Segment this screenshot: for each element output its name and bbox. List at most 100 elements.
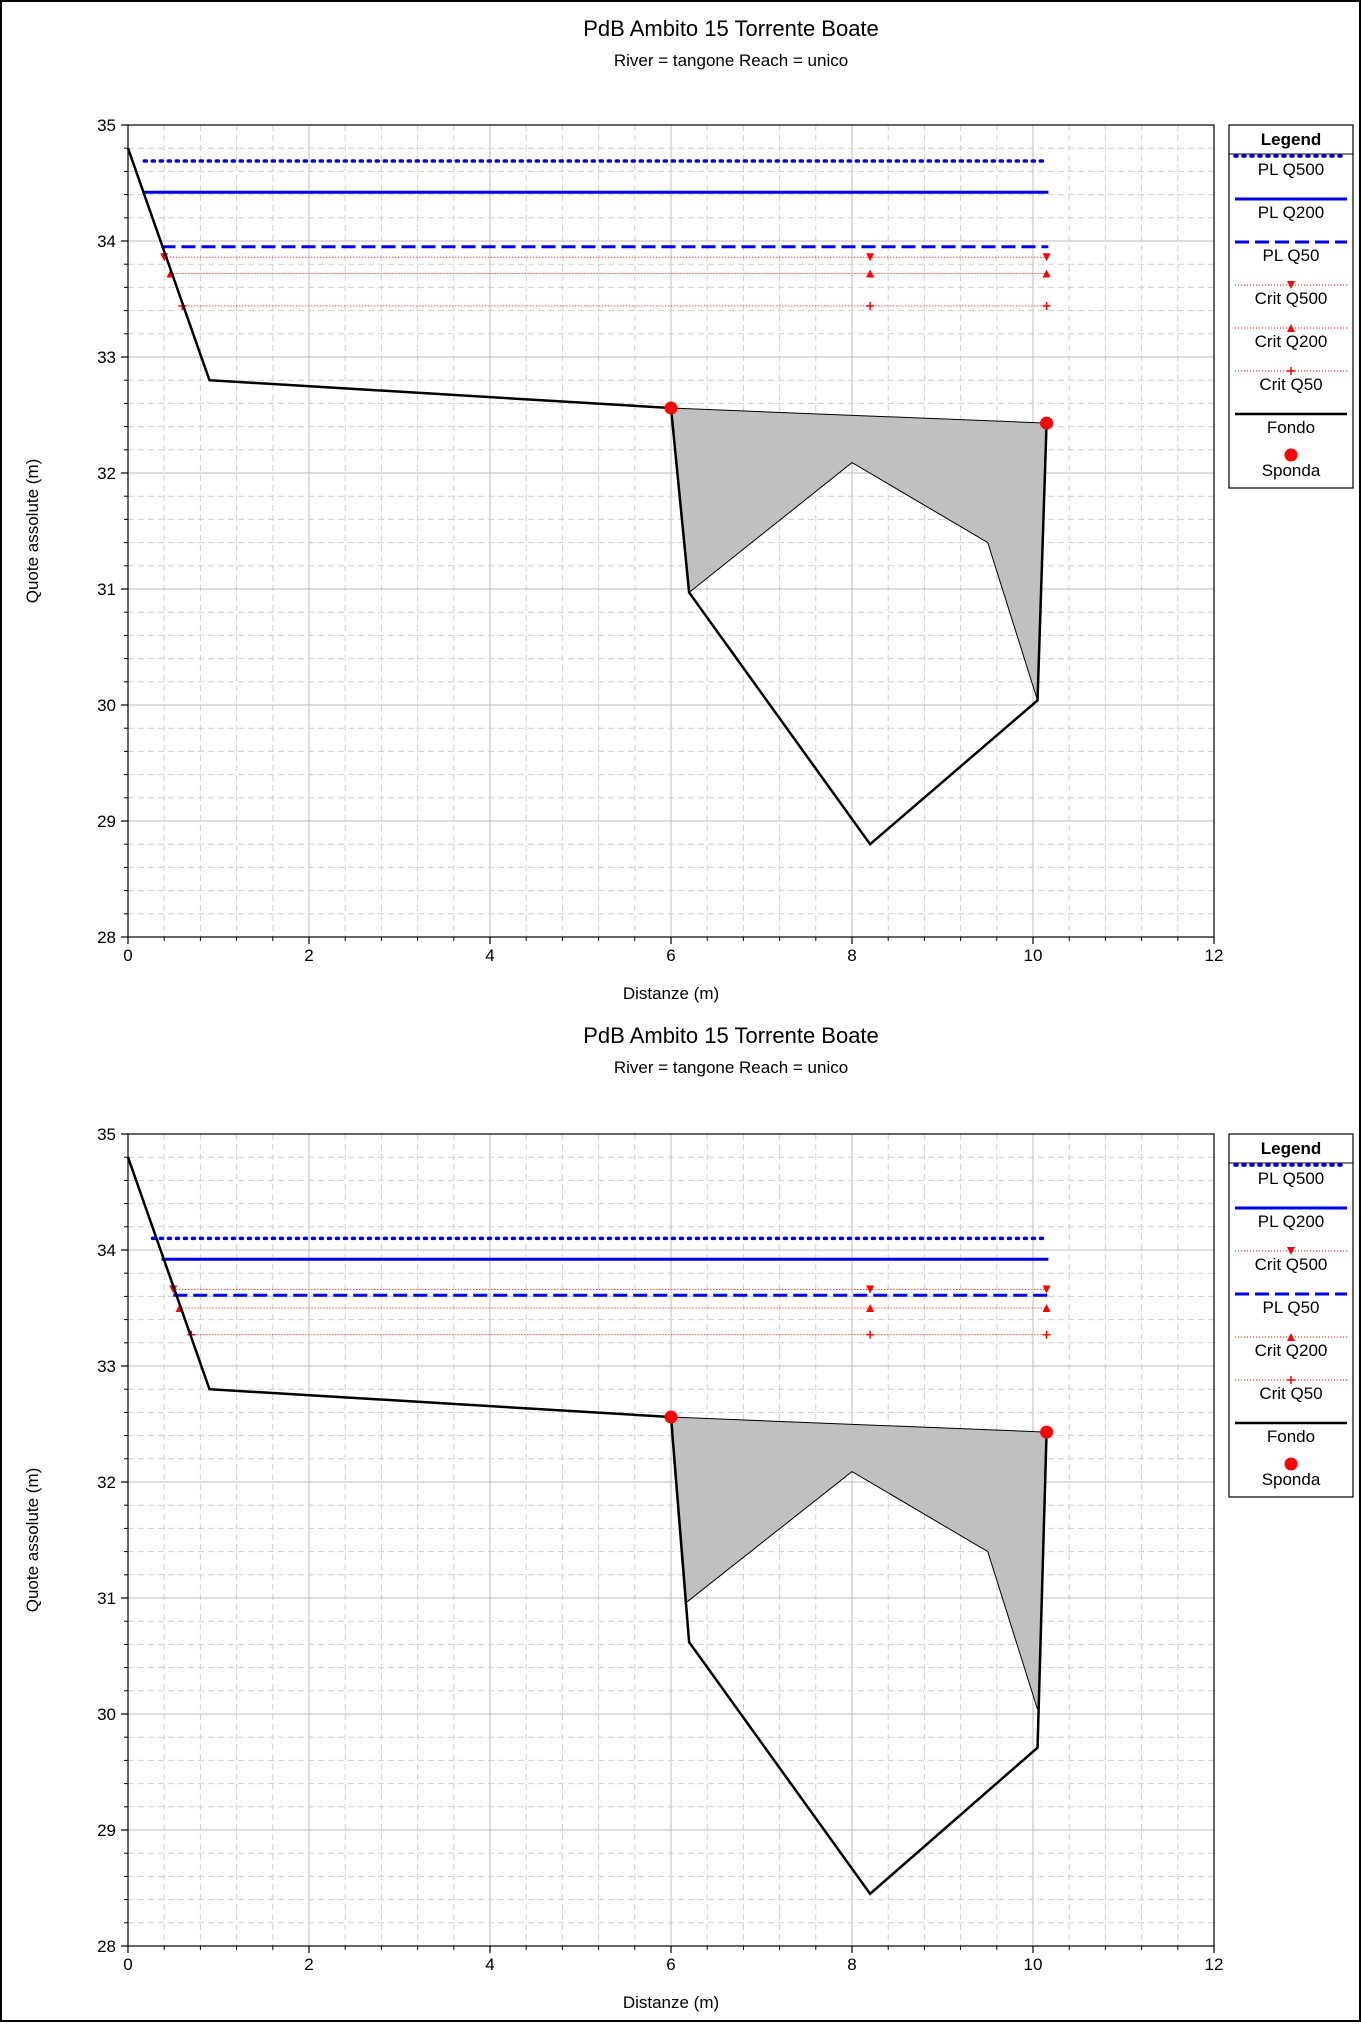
y-tick-label: 33 <box>97 348 116 367</box>
x-tick-label: 0 <box>123 1955 132 1974</box>
legend-item: PL Q500 <box>1233 1163 1349 1188</box>
legend-item: PL Q200 <box>1235 1206 1347 1231</box>
legend-label: Crit Q200 <box>1255 1341 1328 1360</box>
legend-label: Sponda <box>1262 461 1321 480</box>
y-axis-label: Quote assolute (m) <box>23 1468 42 1613</box>
legend-marker <box>1287 324 1295 332</box>
legend-box <box>1228 1133 1354 1498</box>
ground-profile <box>126 1156 1048 1896</box>
legend-marker <box>1284 448 1298 462</box>
chart-title: PdB Ambito 15 Torrente Boate <box>583 1023 879 1048</box>
legend-label: PL Q50 <box>1262 1298 1319 1317</box>
y-tick-label: 29 <box>97 812 116 831</box>
critical-marker <box>1042 253 1051 262</box>
x-tick-label: 2 <box>304 1955 313 1974</box>
y-tick-label: 34 <box>97 232 116 251</box>
y-tick-label: 35 <box>97 116 116 135</box>
y-tick-label: 34 <box>97 1241 116 1260</box>
chart-title: PdB Ambito 15 Torrente Boate <box>583 16 879 41</box>
legend-label: PL Q200 <box>1258 1212 1324 1231</box>
x-tick-label: 0 <box>123 946 132 965</box>
ground-profile <box>126 147 1048 847</box>
legend-label: Crit Q50 <box>1259 375 1322 394</box>
y-tick-label: 29 <box>97 1821 116 1840</box>
bank-line <box>670 407 1047 424</box>
y-tick-label: 35 <box>97 1125 116 1144</box>
legend-label: PL Q500 <box>1258 160 1324 179</box>
y-tick-label: 32 <box>97 1473 116 1492</box>
structure-fill <box>671 1417 1047 1710</box>
legend-item: Crit Q200 <box>1235 1333 1347 1360</box>
x-tick-label: 12 <box>1205 1955 1224 1974</box>
chart-1: PdB Ambito 15 Torrente Boate River = tang… <box>23 16 1354 1003</box>
legend-item: Crit Q50 <box>1235 367 1347 394</box>
critical-marker <box>866 253 875 262</box>
legend-item: Crit Q500 <box>1235 1247 1347 1274</box>
legend-box <box>1228 124 1354 489</box>
critical-marker <box>866 269 875 278</box>
legend-marker <box>1287 1333 1295 1341</box>
legend-label: Crit Q500 <box>1255 289 1328 308</box>
x-axis-label: Distanze (m) <box>623 984 719 1003</box>
legend-label: PL Q50 <box>1262 246 1319 265</box>
chart-subtitle: River = tangone Reach = unico <box>614 51 848 70</box>
legend-item: Fondo <box>1235 412 1347 437</box>
structure-fill <box>671 408 1047 701</box>
legend-item: Sponda <box>1262 1457 1321 1489</box>
legend-item: Crit Q50 <box>1235 1376 1347 1403</box>
legend-marker <box>1287 281 1295 289</box>
legend: Legend PL Q500 PL Q200 Crit Q500 PL Q50 Crit … <box>1228 1133 1354 1498</box>
legend-label: Fondo <box>1267 418 1315 437</box>
y-tick-label: 33 <box>97 1357 116 1376</box>
legend-item: Fondo <box>1235 1421 1347 1446</box>
legend-title: Legend <box>1261 130 1321 149</box>
legend-label: PL Q200 <box>1258 203 1324 222</box>
y-axis-label: Quote assolute (m) <box>23 459 42 604</box>
legend-marker <box>1287 1247 1295 1255</box>
culvert-outline <box>684 1470 1039 1710</box>
x-tick-label: 4 <box>485 1955 494 1974</box>
x-tick-label: 10 <box>1024 946 1043 965</box>
legend-label: Crit Q50 <box>1259 1384 1322 1403</box>
x-tick-label: 8 <box>847 1955 856 1974</box>
legend-item: Crit Q200 <box>1235 324 1347 351</box>
critical-level-crit-q500 <box>160 253 1051 262</box>
culvert-outline <box>688 461 1039 701</box>
legend-title: Legend <box>1261 1139 1321 1158</box>
x-tick-label: 6 <box>666 1955 675 1974</box>
chart-subtitle: River = tangone Reach = unico <box>614 1058 848 1077</box>
legend-label: PL Q500 <box>1258 1169 1324 1188</box>
bank-point <box>664 1410 678 1424</box>
legend-item: PL Q200 <box>1235 197 1347 222</box>
x-tick-label: 4 <box>485 946 494 965</box>
chart-2: PdB Ambito 15 Torrente Boate River = tang… <box>23 1023 1354 2012</box>
critical-marker <box>1042 1304 1051 1312</box>
legend-label: Sponda <box>1262 1470 1321 1489</box>
x-tick-label: 10 <box>1024 1955 1043 1974</box>
y-tick-label: 30 <box>97 696 116 715</box>
legend-item: PL Q50 <box>1235 1292 1347 1317</box>
y-tick-label: 30 <box>97 1705 116 1724</box>
legend-label: Fondo <box>1267 1427 1315 1446</box>
critical-marker <box>866 1304 875 1312</box>
bank-line <box>670 1416 1047 1433</box>
legend-item: Crit Q500 <box>1235 281 1347 308</box>
critical-marker <box>1042 1285 1051 1294</box>
legend-item: Sponda <box>1262 448 1321 480</box>
bank-point <box>1040 1425 1054 1439</box>
y-tick-label: 28 <box>97 928 116 947</box>
legend: Legend PL Q500 PL Q200 PL Q50 Crit Q500 Crit … <box>1228 124 1354 489</box>
legend-label: Crit Q200 <box>1255 332 1328 351</box>
bank-point <box>664 401 678 415</box>
x-axis-label: Distanze (m) <box>623 1993 719 2012</box>
y-tick-label: 32 <box>97 464 116 483</box>
y-tick-label: 31 <box>97 1589 116 1608</box>
x-tick-label: 12 <box>1205 946 1224 965</box>
bank-point <box>1040 416 1054 430</box>
x-tick-label: 6 <box>666 946 675 965</box>
critical-marker <box>866 1285 875 1294</box>
y-tick-label: 28 <box>97 1937 116 1956</box>
x-tick-label: 2 <box>304 946 313 965</box>
